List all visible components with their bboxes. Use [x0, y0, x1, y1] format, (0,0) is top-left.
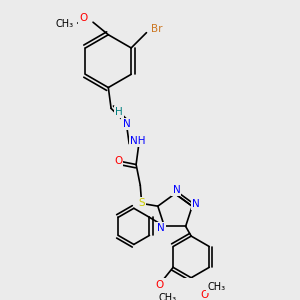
Text: O: O — [200, 290, 208, 300]
Text: Br: Br — [152, 24, 163, 34]
Text: CH₃: CH₃ — [207, 283, 225, 292]
Text: NH: NH — [130, 136, 146, 146]
Text: O: O — [155, 280, 164, 290]
Text: S: S — [138, 198, 145, 208]
Text: N: N — [157, 223, 165, 233]
Text: N: N — [172, 185, 180, 195]
Text: H: H — [115, 107, 123, 117]
Text: O: O — [114, 156, 122, 166]
Text: CH₃: CH₃ — [56, 19, 74, 29]
Text: CH₃: CH₃ — [158, 293, 177, 300]
Text: N: N — [122, 119, 130, 129]
Text: N: N — [192, 199, 200, 209]
Text: O: O — [79, 13, 88, 23]
